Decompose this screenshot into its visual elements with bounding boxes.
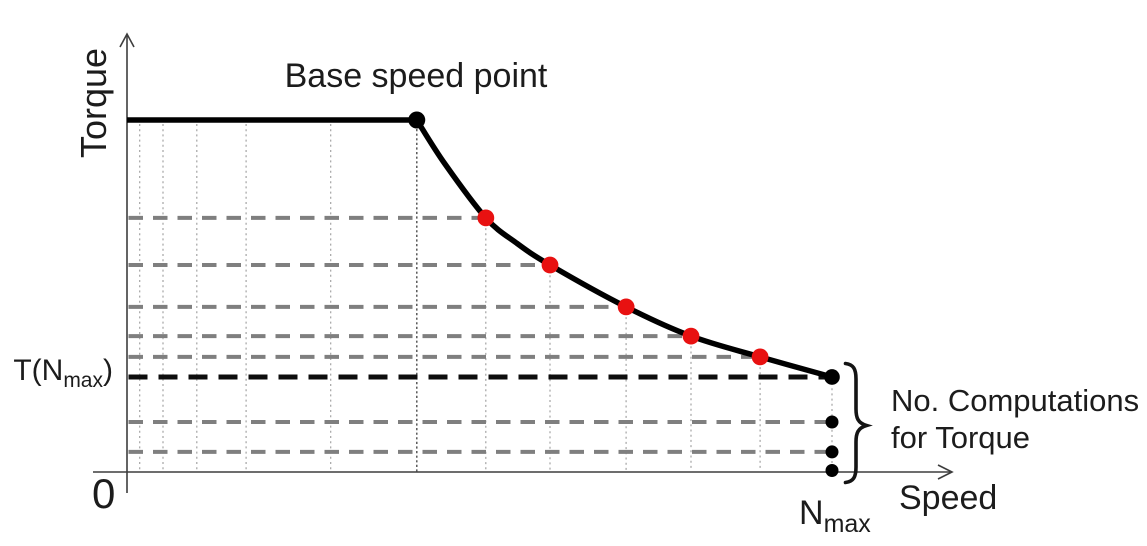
brace-icon bbox=[843, 361, 873, 485]
computation-dot bbox=[824, 369, 840, 385]
computation-dot bbox=[825, 445, 839, 459]
n-max-label: Nmax bbox=[799, 494, 871, 538]
t-nmax-label-paren: ) bbox=[103, 354, 113, 387]
sample-point-dot bbox=[541, 256, 559, 274]
chart-plot-area bbox=[127, 111, 840, 477]
x-axis-label: Speed bbox=[899, 479, 997, 517]
labels: Torque Base speed point T(Nmax) 0 Nmax S… bbox=[13, 48, 1139, 538]
axes bbox=[93, 32, 954, 493]
base-speed-point-label: Base speed point bbox=[285, 57, 548, 95]
computations-annotation-line1: No. Computations bbox=[891, 383, 1139, 418]
t-nmax-label: T(Nmax) bbox=[13, 354, 113, 392]
y-axis-label: Torque bbox=[73, 48, 114, 158]
n-max-label-subscript: max bbox=[824, 510, 872, 538]
sample-point-dot bbox=[682, 327, 700, 345]
computation-dot bbox=[825, 415, 839, 429]
sample-point-dot bbox=[751, 348, 769, 366]
sample-point-dot bbox=[617, 298, 635, 316]
t-nmax-label-main: T(N bbox=[13, 354, 63, 387]
origin-label: 0 bbox=[92, 470, 115, 517]
computation-dot bbox=[825, 464, 839, 477]
n-max-label-main: N bbox=[799, 494, 824, 532]
y-axis-arrow-icon bbox=[119, 32, 135, 48]
t-nmax-label-subscript: max bbox=[63, 369, 103, 392]
sample-point-dot bbox=[477, 209, 495, 227]
computations-annotation-line2: for Torque bbox=[891, 420, 1030, 455]
torque-speed-curve bbox=[414, 117, 835, 380]
x-axis-arrow-icon bbox=[937, 464, 954, 480]
base-speed-dot bbox=[408, 111, 426, 129]
